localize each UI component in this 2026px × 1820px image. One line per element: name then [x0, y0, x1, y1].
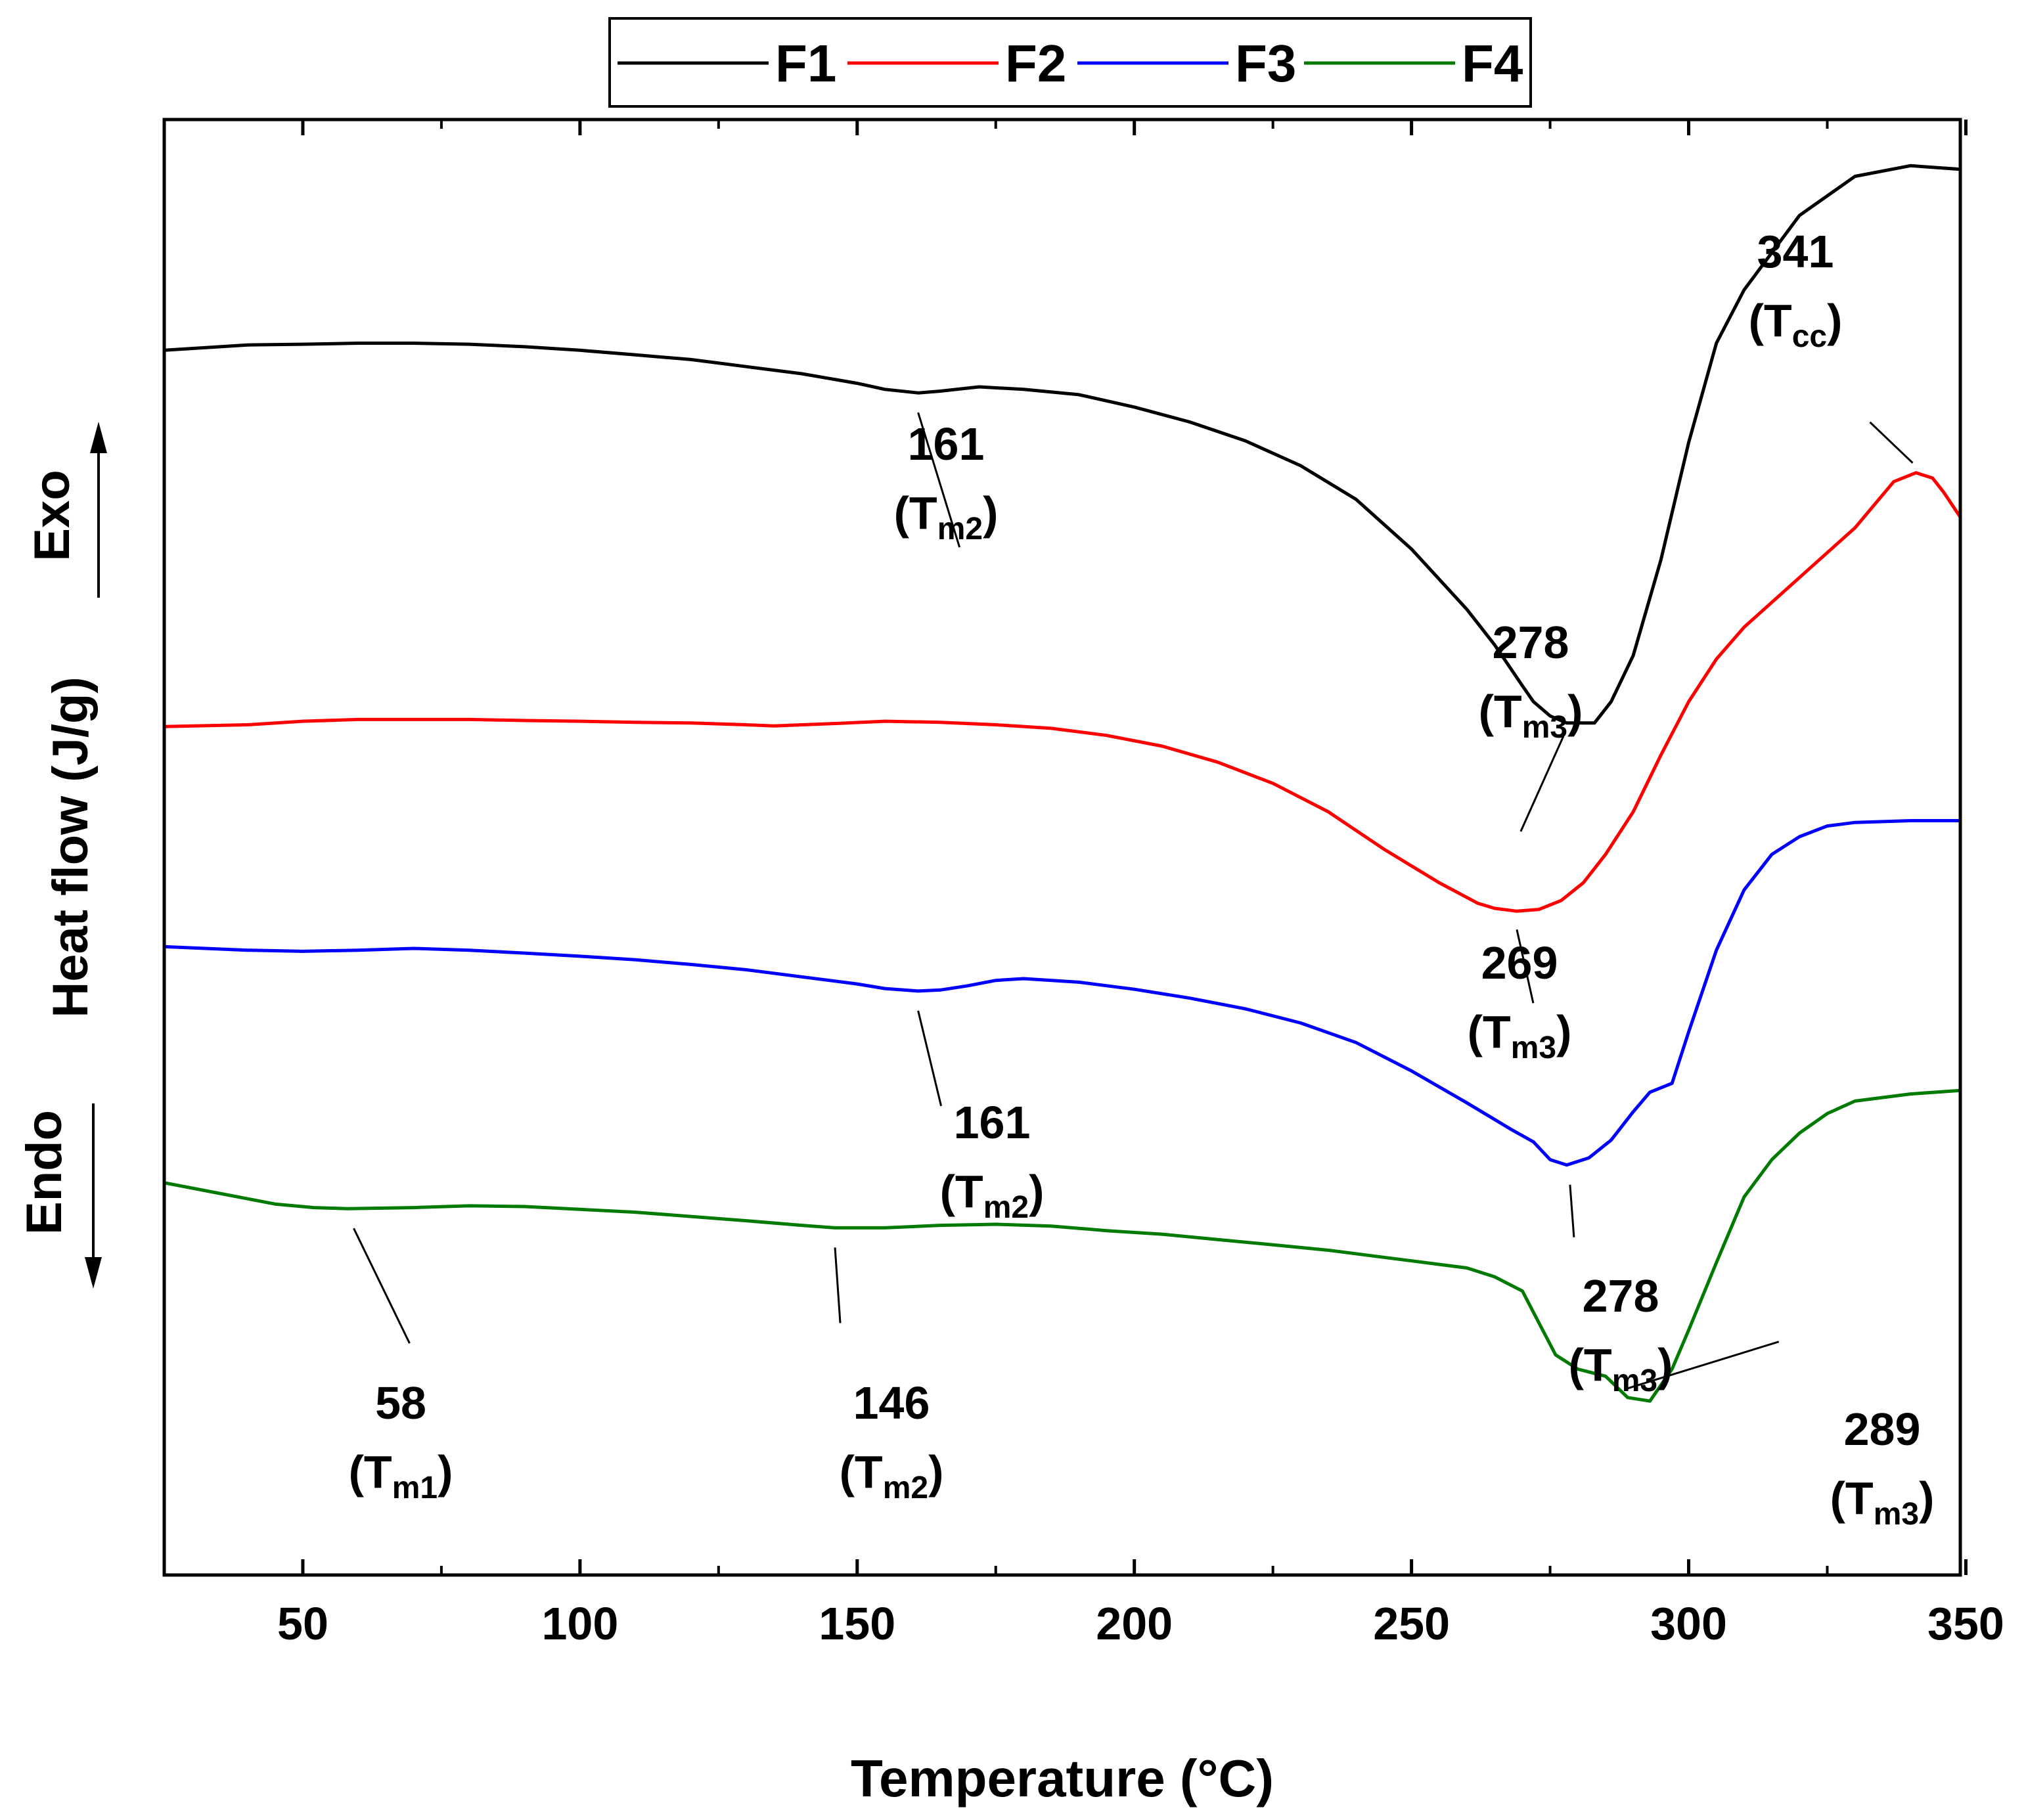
annotation-value-f4-289: 289	[1844, 1404, 1921, 1455]
y-axis-title: Heat flow (J/g)	[43, 677, 99, 1017]
annotation-leader-f3-278	[1569, 1184, 1575, 1237]
annotation-symbol-f2-269: (Tm3)	[1468, 1006, 1572, 1065]
annotation-symbol-f3-278: (Tm3)	[1569, 1339, 1673, 1398]
x-axis: 50 100 150 200 250 300 350	[163, 120, 2004, 1649]
series-line-f4	[164, 1088, 1961, 1403]
series-line-f2	[164, 471, 1962, 913]
annotation-value-f2-341: 341	[1757, 226, 1834, 277]
annotation-value-f2-269: 269	[1481, 937, 1558, 988]
annotation-symbol-f3-161: (Tm2)	[940, 1166, 1045, 1225]
annotation-symbol-f4-289: (Tm3)	[1830, 1473, 1935, 1532]
endo-arrow-head	[85, 1257, 102, 1289]
annotation-value-f4-146: 146	[853, 1377, 930, 1429]
x-tick-label: 250	[1373, 1598, 1450, 1649]
endo-label: Endo	[16, 1110, 72, 1235]
x-tick-label: 200	[1096, 1598, 1173, 1649]
annotation-leader-f3-161	[917, 1010, 943, 1107]
annotation-symbol-f4-146: (Tm2)	[840, 1446, 944, 1505]
x-tick-label: 150	[819, 1598, 895, 1649]
annotation-leader-f4-146	[834, 1247, 842, 1323]
annotation-value-f3-161: 161	[954, 1097, 1031, 1148]
series-line-f1	[164, 164, 1961, 725]
annotation-leader-f2-269	[1516, 929, 1535, 1004]
legend-label-f2: F2	[1005, 34, 1066, 93]
annotation-leader-f2-341	[1869, 421, 1914, 464]
annotation-symbol-f1-278: (Tm3)	[1479, 686, 1583, 745]
peak-annotations: 161 (Tm2) 278 (Tm3) 341 (Tcc) 269 (Tm3) 161 (Tm2)…	[349, 226, 1935, 1532]
x-tick-label: 350	[1927, 1598, 2004, 1649]
exo-label: Exo	[24, 470, 80, 561]
x-tick-label: 300	[1650, 1598, 1727, 1649]
exo-arrow-head	[90, 422, 107, 453]
annotation-value-f1-161: 161	[908, 418, 985, 470]
annotation-value-f1-278: 278	[1493, 617, 1569, 668]
series-line-f3	[164, 819, 1960, 1167]
annotation-value-f3-278: 278	[1583, 1270, 1659, 1321]
plot-frame	[162, 118, 1962, 1577]
annotation-leader-f1-278	[1520, 736, 1565, 832]
legend: F1 F2 F3 F4	[608, 17, 1532, 108]
x-axis-title: Temperature (°C)	[851, 1749, 1274, 1808]
x-tick-label: 100	[541, 1598, 618, 1649]
legend-label-f3: F3	[1235, 34, 1296, 93]
annotation-symbol-f2-341: (Tcc)	[1749, 295, 1843, 354]
annotation-leader-f4-58	[353, 1228, 411, 1344]
annotation-leader-f4-289	[1627, 1341, 1780, 1390]
x-tick-label: 50	[277, 1598, 328, 1649]
annotation-value-f4-58: 58	[375, 1377, 426, 1429]
annotation-symbol-f1-161: (Tm2)	[894, 487, 999, 546]
y-axis-labels: Heat flow (J/g) Exo Endo	[16, 422, 107, 1289]
annotation-symbol-f4-58: (Tm1)	[349, 1446, 453, 1505]
series-layer	[164, 164, 1962, 1403]
annotation-leader-f1-161	[917, 412, 961, 548]
legend-label-f4: F4	[1462, 34, 1523, 93]
legend-label-f1: F1	[775, 34, 836, 93]
